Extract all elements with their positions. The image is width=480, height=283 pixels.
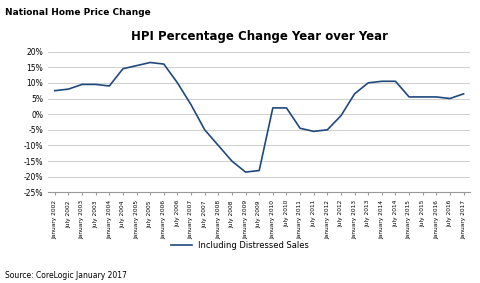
- Including Distressed Sales: [270, 106, 276, 110]
- Including Distressed Sales: [243, 170, 249, 174]
- Including Distressed Sales: [161, 62, 167, 66]
- Including Distressed Sales: [202, 128, 207, 132]
- Including Distressed Sales: [107, 84, 112, 88]
- Including Distressed Sales: [297, 127, 303, 130]
- Including Distressed Sales: [229, 159, 235, 163]
- Including Distressed Sales: [284, 106, 289, 110]
- Including Distressed Sales: [216, 144, 221, 147]
- Including Distressed Sales: [188, 103, 194, 106]
- Title: HPI Percentage Change Year over Year: HPI Percentage Change Year over Year: [131, 30, 388, 43]
- Text: Source: CoreLogic January 2017: Source: CoreLogic January 2017: [5, 271, 127, 280]
- Including Distressed Sales: [324, 128, 330, 132]
- Including Distressed Sales: [447, 97, 453, 100]
- Including Distressed Sales: [52, 89, 58, 92]
- Including Distressed Sales: [461, 92, 467, 95]
- Including Distressed Sales: [120, 67, 126, 70]
- Including Distressed Sales: [352, 92, 358, 95]
- Including Distressed Sales: [420, 95, 426, 99]
- Including Distressed Sales: [379, 80, 384, 83]
- Including Distressed Sales: [79, 83, 85, 86]
- Including Distressed Sales: [433, 95, 439, 99]
- Line: Including Distressed Sales: Including Distressed Sales: [55, 63, 464, 172]
- Including Distressed Sales: [338, 114, 344, 117]
- Including Distressed Sales: [406, 95, 412, 99]
- Including Distressed Sales: [66, 87, 72, 91]
- Including Distressed Sales: [175, 81, 180, 85]
- Including Distressed Sales: [311, 130, 317, 133]
- Including Distressed Sales: [393, 80, 398, 83]
- Including Distressed Sales: [134, 64, 140, 67]
- Including Distressed Sales: [147, 61, 153, 64]
- Including Distressed Sales: [256, 169, 262, 172]
- Text: National Home Price Change: National Home Price Change: [5, 8, 151, 18]
- Including Distressed Sales: [365, 81, 371, 85]
- Including Distressed Sales: [93, 83, 98, 86]
- Legend: Including Distressed Sales: Including Distressed Sales: [168, 238, 312, 253]
